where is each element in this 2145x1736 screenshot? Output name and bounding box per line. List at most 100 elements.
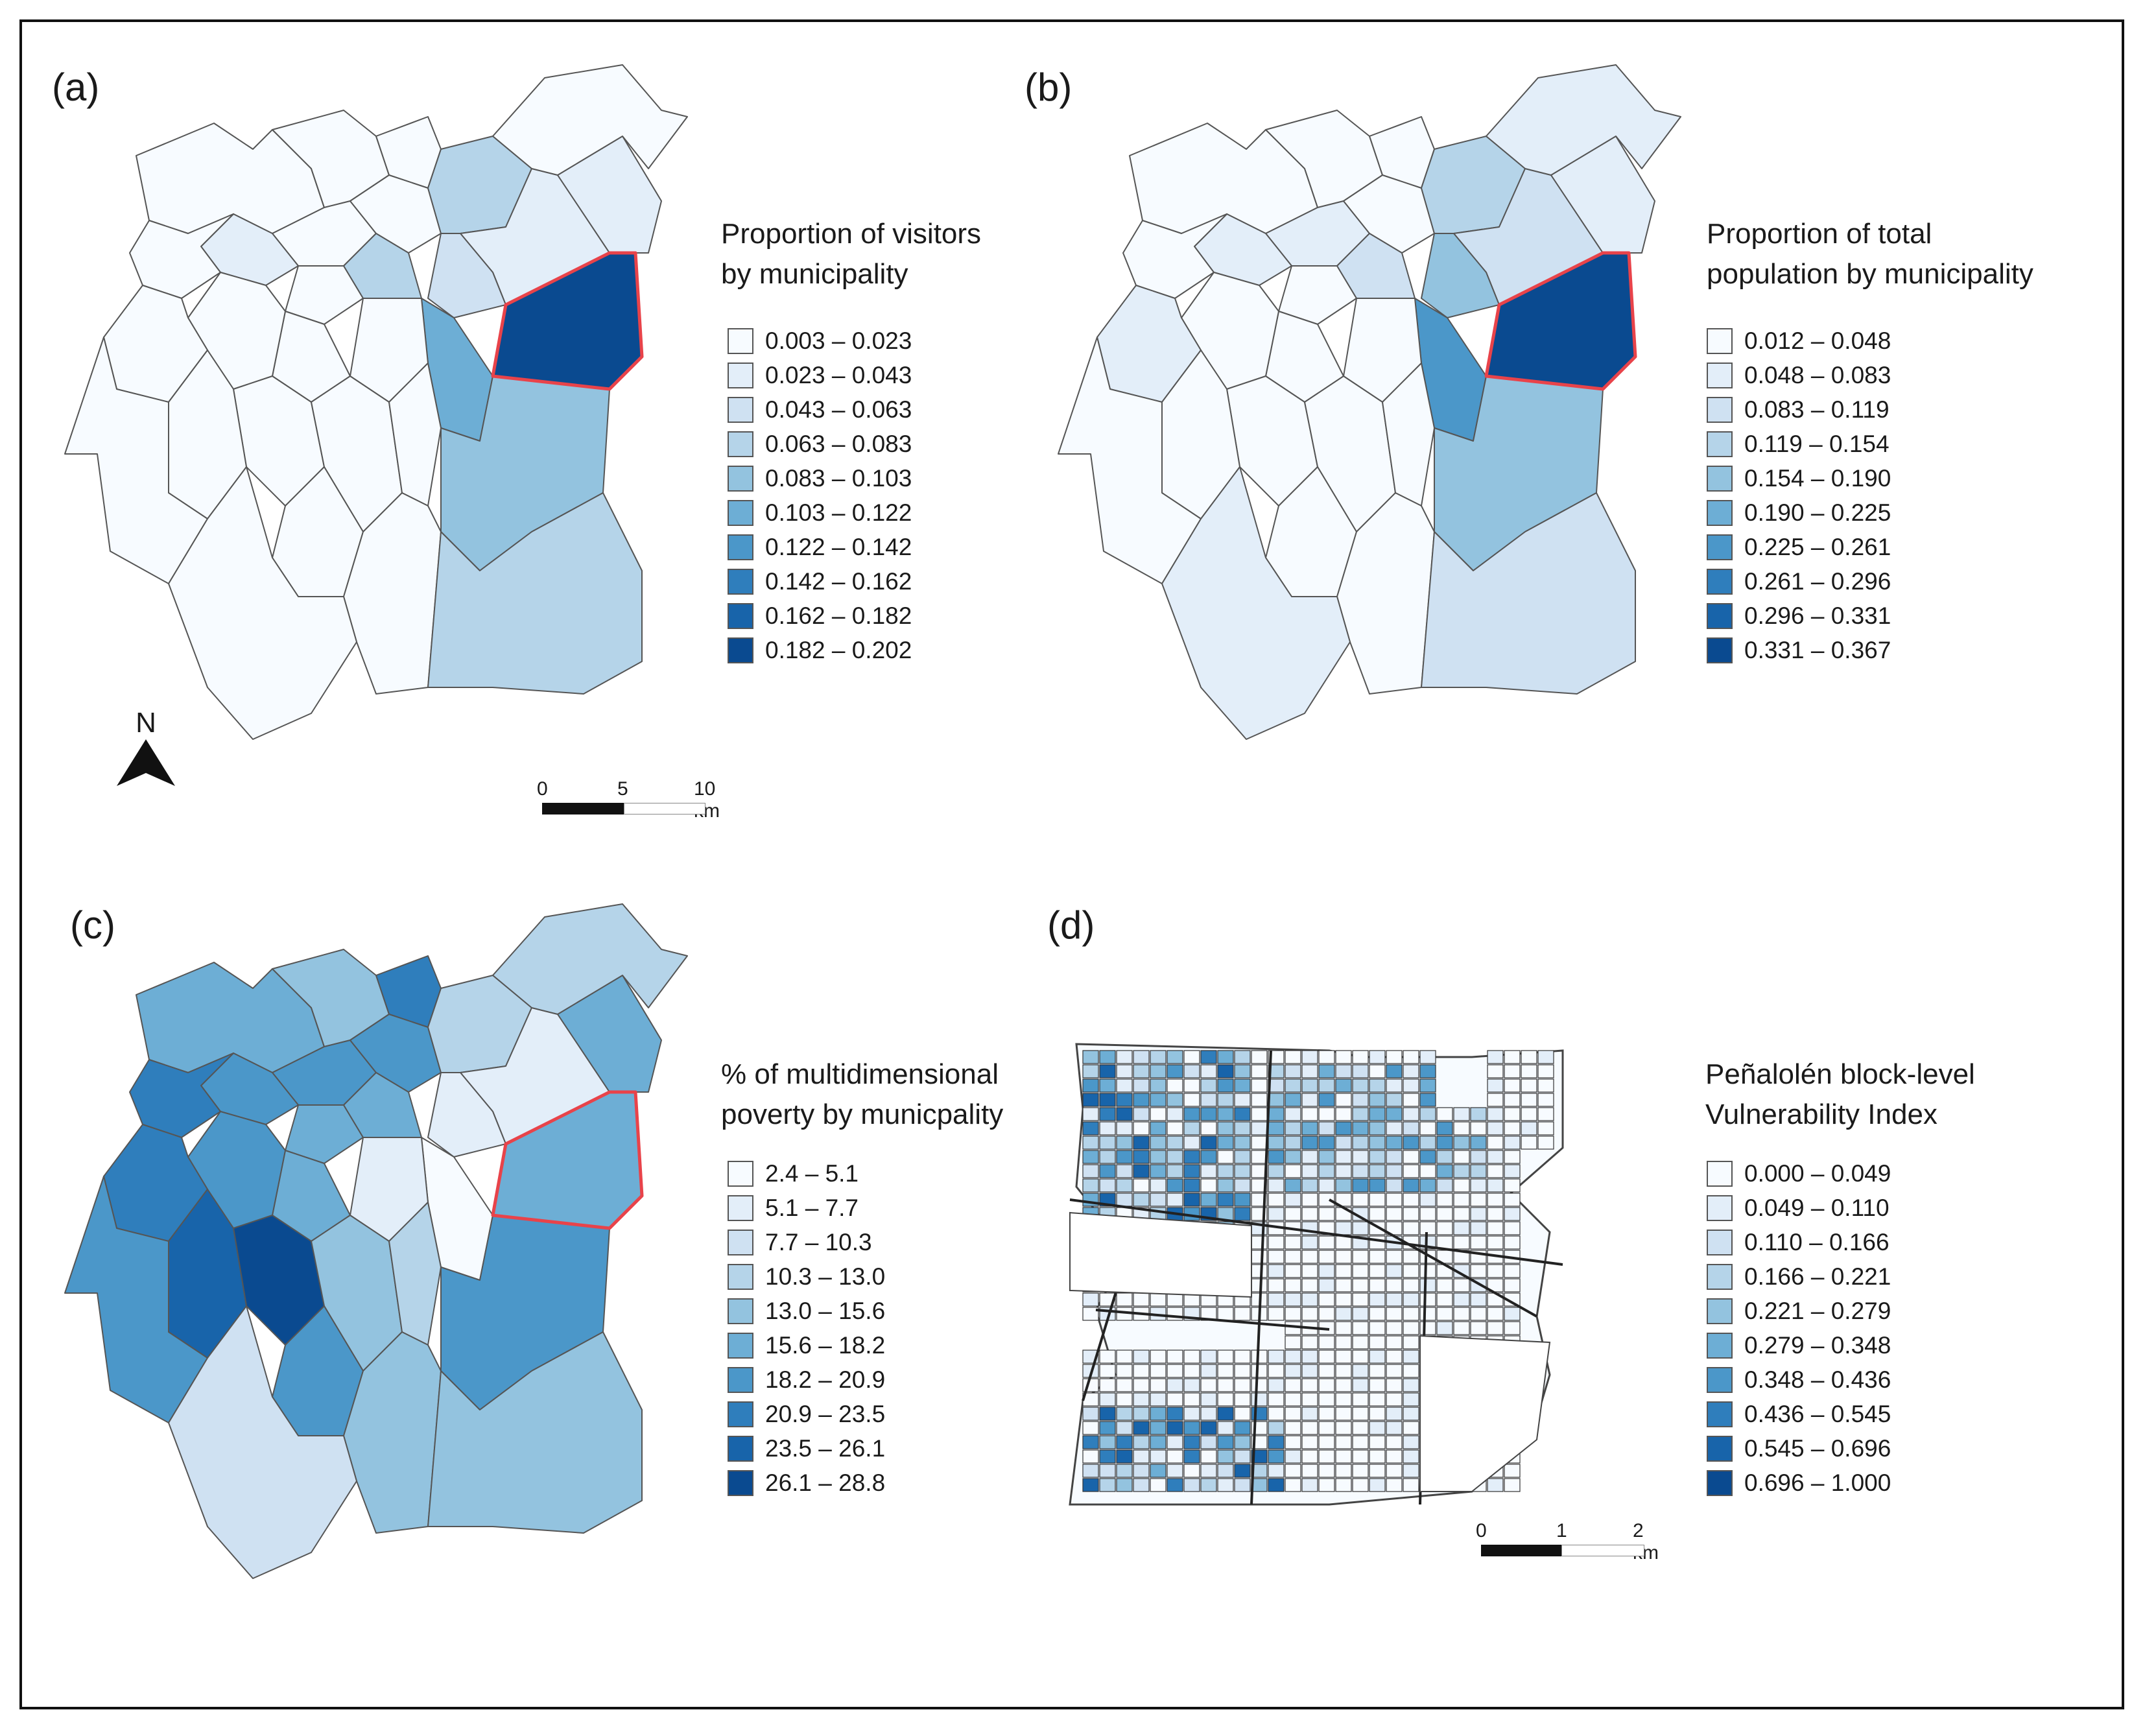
road-line (1250, 1050, 1272, 1505)
legend-range-label: 0.119 – 0.154 (1744, 431, 1890, 457)
block-polygon (1099, 1121, 1116, 1136)
block-polygon (1183, 1350, 1200, 1364)
block-polygon (1386, 1250, 1403, 1264)
block-polygon (1318, 1193, 1335, 1207)
block-polygon (1200, 1435, 1217, 1449)
block-polygon (1116, 1136, 1133, 1150)
block-polygon (1217, 1178, 1234, 1193)
block-polygon (1200, 1093, 1217, 1107)
block-polygon (1386, 1392, 1403, 1407)
block-polygon (1217, 1464, 1234, 1478)
block-polygon (1217, 1121, 1234, 1136)
block-polygon (1335, 1235, 1352, 1250)
block-polygon (1234, 1164, 1251, 1178)
block-polygon (1386, 1164, 1403, 1178)
legend-range-label: 0.221 – 0.279 (1744, 1298, 1891, 1324)
block-polygon (1386, 1193, 1403, 1207)
block-polygon (1285, 1264, 1301, 1278)
map-c-municipalities (64, 903, 688, 1579)
block-polygon (1167, 1150, 1183, 1164)
legend-swatch (1707, 1298, 1733, 1324)
block-polygon (1301, 1250, 1318, 1264)
block-polygon (1470, 1321, 1487, 1335)
block-polygon (1487, 1107, 1504, 1121)
block-polygon (1217, 1435, 1234, 1449)
block-polygon (1251, 1178, 1268, 1193)
block-polygon (1133, 1449, 1150, 1464)
block-polygon (1234, 1449, 1251, 1464)
block-polygon (1285, 1307, 1301, 1321)
block-polygon (1436, 1136, 1453, 1150)
block-polygon (1419, 1150, 1436, 1164)
legend-range-label: 0.048 – 0.083 (1744, 362, 1891, 388)
open-area (1419, 1335, 1551, 1492)
block-polygon (1099, 1178, 1116, 1193)
block-polygon (1251, 1150, 1268, 1164)
block-polygon (1436, 1121, 1453, 1136)
block-polygon (1167, 1093, 1183, 1107)
block-polygon (1419, 1178, 1436, 1193)
block-polygon (1150, 1292, 1167, 1307)
block-polygon (1352, 1164, 1369, 1178)
legend-swatch (1707, 1367, 1733, 1393)
block-polygon (1318, 1107, 1335, 1121)
block-polygon (1234, 1050, 1251, 1064)
block-polygon (1082, 1164, 1099, 1178)
block-polygon (1268, 1435, 1285, 1449)
block-polygon (1403, 1121, 1419, 1136)
block-polygon (1099, 1407, 1116, 1421)
block-polygon (1470, 1107, 1487, 1121)
block-polygon (1301, 1449, 1318, 1464)
block-polygon (1285, 1150, 1301, 1164)
map-c-municipality (492, 903, 688, 1015)
block-polygon (1419, 1307, 1436, 1321)
block-polygon (1521, 1050, 1537, 1064)
block-polygon (1419, 1050, 1436, 1064)
block-polygon (1386, 1136, 1403, 1150)
map-d-blocks (1069, 1043, 1564, 1506)
block-polygon (1200, 1449, 1217, 1464)
block-polygon (1419, 1264, 1436, 1278)
block-polygon (1470, 1150, 1487, 1164)
block-polygon (1301, 1364, 1318, 1378)
block-polygon (1116, 1392, 1133, 1407)
block-polygon (1082, 1107, 1099, 1121)
block-polygon (1251, 1449, 1268, 1464)
block-polygon (1419, 1093, 1436, 1107)
block-polygon (1217, 1407, 1234, 1421)
block-polygon (1521, 1078, 1537, 1093)
block-polygon (1318, 1250, 1335, 1264)
block-polygon (1251, 1136, 1268, 1150)
block-polygon (1403, 1250, 1419, 1264)
block-polygon (1217, 1093, 1234, 1107)
block-polygon (1504, 1207, 1521, 1221)
block-polygon (1436, 1150, 1453, 1164)
block-polygon (1352, 1378, 1369, 1392)
block-polygon (1099, 1064, 1116, 1078)
block-polygon (1268, 1421, 1285, 1435)
block-polygon (1335, 1121, 1352, 1136)
legend-swatch (728, 1298, 753, 1324)
block-polygon (1504, 1121, 1521, 1136)
block-polygon (1537, 1107, 1554, 1121)
legend-swatch (728, 637, 753, 663)
block-polygon (1285, 1121, 1301, 1136)
block-polygon (1403, 1136, 1419, 1150)
block-polygon (1133, 1093, 1150, 1107)
block-polygon (1082, 1178, 1099, 1193)
block-polygon (1419, 1221, 1436, 1235)
legend-swatch (1707, 637, 1733, 663)
block-polygon (1234, 1178, 1251, 1193)
legend-range-label: 0.110 – 0.166 (1744, 1229, 1890, 1255)
block-polygon (1436, 1321, 1453, 1335)
block-polygon (1150, 1464, 1167, 1478)
block-polygon (1504, 1136, 1521, 1150)
block-polygon (1504, 1264, 1521, 1278)
block-polygon (1487, 1121, 1504, 1136)
block-polygon (1369, 1050, 1386, 1064)
block-polygon (1318, 1235, 1335, 1250)
block-polygon (1150, 1407, 1167, 1421)
block-polygon (1183, 1449, 1200, 1464)
block-polygon (1285, 1378, 1301, 1392)
block-polygon (1453, 1221, 1470, 1235)
